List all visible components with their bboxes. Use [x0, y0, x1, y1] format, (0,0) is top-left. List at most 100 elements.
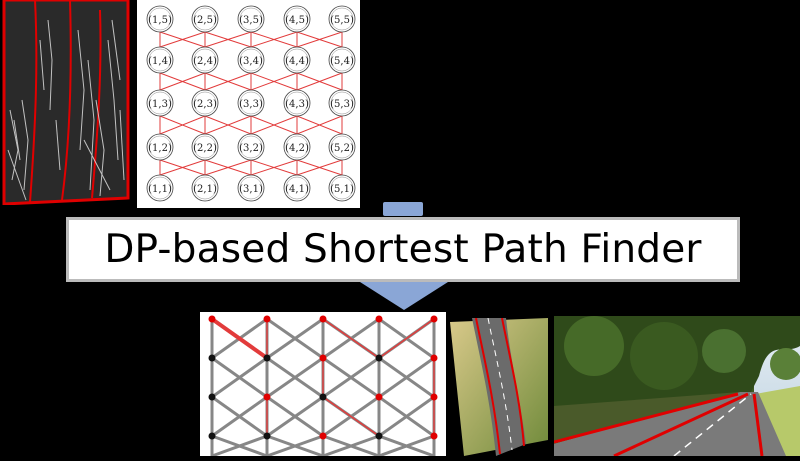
lattice-node-label: (1,2): [148, 143, 172, 154]
lattice-edge: [159, 31, 206, 48]
dp-edge: [211, 434, 268, 458]
dp-node: [319, 315, 327, 323]
dp-node: [263, 354, 271, 362]
lattice-node-label: (1,4): [148, 56, 172, 67]
dp-node: [430, 354, 438, 362]
lattice-node: (3,5): [237, 5, 265, 33]
dp-node: [208, 393, 216, 401]
lattice-node: (1,1): [146, 174, 174, 202]
dp-node: [208, 315, 216, 323]
dp-edge: [266, 434, 324, 458]
dp-node: [319, 432, 327, 440]
dp-graph-diagram: [200, 312, 446, 458]
lattice-node-label: (2,2): [193, 143, 217, 154]
dp-node: [208, 354, 216, 362]
lattice-edge: [250, 72, 298, 91]
lattice-node-label: (5,5): [330, 15, 354, 26]
lattice-node-label: (1,5): [148, 15, 172, 26]
lattice-node: (2,3): [191, 89, 219, 117]
lattice-edge: [159, 115, 206, 135]
lattice-node: (2,1): [191, 174, 219, 202]
dp-edge: [322, 356, 380, 399]
birds-eye-road-image: [450, 317, 548, 456]
dp-path-edge: [322, 396, 380, 437]
dp-edge: [322, 434, 380, 458]
dp-edge: [211, 395, 268, 438]
lattice-edge: [204, 31, 252, 48]
lattice-edge: [159, 159, 206, 176]
dp-node: [430, 315, 438, 323]
lattice-node: (4,1): [283, 174, 311, 202]
dp-node: [430, 432, 438, 440]
down-arrow-icon: [383, 200, 423, 216]
lattice-node: (5,1): [328, 174, 356, 202]
dp-node: [208, 432, 216, 440]
lattice-node-label: (5,1): [330, 184, 354, 195]
down-arrow-icon: [360, 280, 448, 312]
lattice-node-label: (4,2): [285, 143, 309, 154]
lattice-edge: [250, 31, 298, 48]
lattice-node: (3,3): [237, 89, 265, 117]
lattice-node-label: (3,5): [239, 15, 263, 26]
lattice-edge: [204, 72, 252, 91]
lattice-edge: [296, 31, 343, 48]
lattice-node-label: (4,5): [285, 15, 309, 26]
lattice-node: (5,2): [328, 133, 356, 161]
lattice-node-label: (2,3): [193, 99, 217, 110]
title-box: DP-based Shortest Path Finder: [66, 217, 740, 282]
lattice-node: (2,2): [191, 133, 219, 161]
dp-node: [430, 393, 438, 401]
lattice-node: (4,4): [283, 46, 311, 74]
lattice-node-label: (1,3): [148, 99, 172, 110]
lattice-edge: [250, 159, 298, 176]
lattice-node: (1,3): [146, 89, 174, 117]
lattice-node-label: (2,5): [193, 15, 217, 26]
lattice-edge: [296, 159, 343, 176]
dp-path-edge: [378, 318, 435, 359]
lattice-node-label: (2,1): [193, 184, 217, 195]
lattice-edge: [204, 115, 252, 135]
dp-edge: [378, 434, 435, 458]
lattice-node-label: (4,4): [285, 56, 309, 67]
dp-node: [319, 393, 327, 401]
road-photo: [553, 316, 800, 458]
lattice-node: (4,5): [283, 5, 311, 33]
lattice-node: (3,2): [237, 133, 265, 161]
dp-path-edge: [210, 317, 269, 360]
dp-path-edge: [322, 318, 380, 359]
lattice-node: (4,2): [283, 133, 311, 161]
lattice-node-label: (2,4): [193, 56, 217, 67]
lattice-node: (1,2): [146, 133, 174, 161]
lattice-node-label: (4,1): [285, 184, 309, 195]
dp-node: [263, 315, 271, 323]
lattice-node-label: (5,2): [330, 143, 354, 154]
diagram-title: DP-based Shortest Path Finder: [104, 227, 702, 272]
dp-node: [375, 432, 383, 440]
lattice-node-label: (5,3): [330, 99, 354, 110]
lattice-node-label: (3,1): [239, 184, 263, 195]
lattice-edge: [250, 115, 298, 135]
lattice-node: (1,4): [146, 46, 174, 74]
lattice-edge: [159, 72, 206, 91]
edge-detection-image: [0, 0, 130, 206]
lattice-edge: [296, 115, 343, 135]
lattice-node-label: (3,4): [239, 56, 263, 67]
lattice-node: (1,5): [146, 5, 174, 33]
lattice-edge: [296, 72, 343, 91]
lattice-node: (3,1): [237, 174, 265, 202]
lattice-node: (3,4): [237, 46, 265, 74]
dp-node: [375, 315, 383, 323]
dp-node: [375, 354, 383, 362]
lattice-node-label: (4,3): [285, 99, 309, 110]
lattice-node: (2,5): [191, 5, 219, 33]
dp-edge: [266, 317, 324, 360]
lattice-grid-diagram: (1,5) (2,5) (3,5) (4,5) (5,5) (1,4) (2,4) (3,4)…: [137, 0, 360, 208]
dp-node: [375, 393, 383, 401]
dp-edge: [378, 395, 435, 438]
lattice-edge: [204, 159, 252, 176]
lattice-node: (5,3): [328, 89, 356, 117]
lattice-node: (2,4): [191, 46, 219, 74]
lattice-node-label: (1,1): [148, 184, 172, 195]
dp-edge: [211, 356, 268, 399]
dp-edge: [266, 395, 324, 438]
